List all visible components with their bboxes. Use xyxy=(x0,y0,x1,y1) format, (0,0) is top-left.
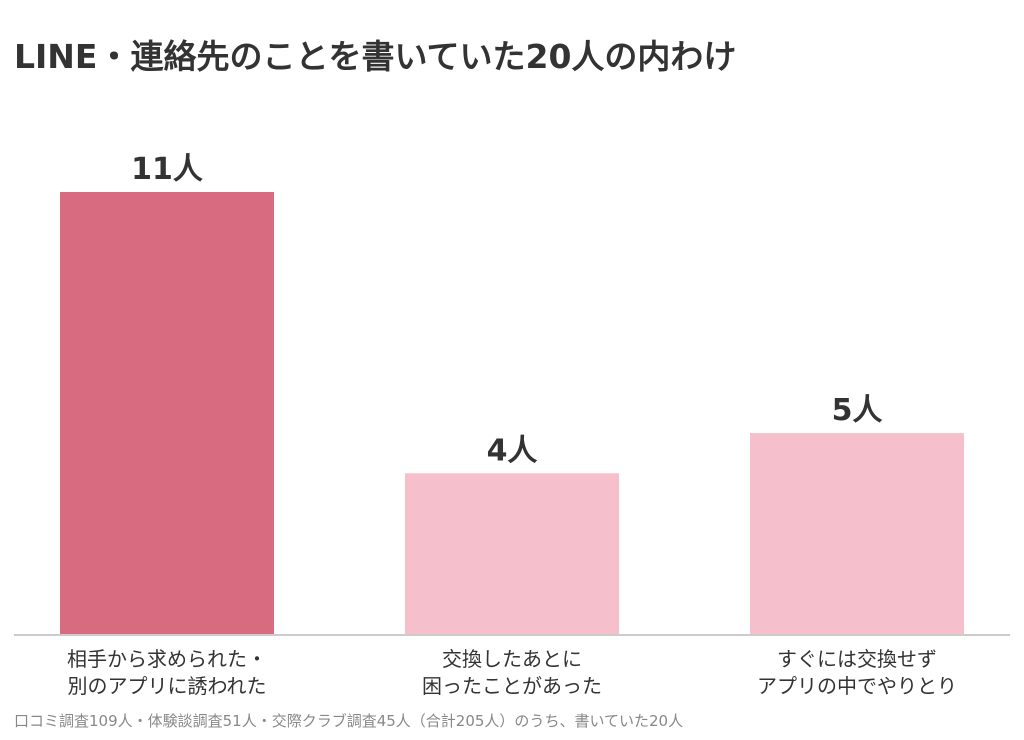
category-label-2-line-1: 交換したあとに xyxy=(442,647,582,671)
bar-3 xyxy=(750,433,964,634)
chart-footnote: 口コミ調査109人・体験談調査51人・交際クラブ調査45人（合計205人）のうち… xyxy=(14,712,684,730)
value-label-3: 5人 xyxy=(832,393,883,428)
category-label-3-line-2: アプリの中でやりとり xyxy=(757,674,957,698)
bar-2 xyxy=(405,473,619,634)
category-label-1: 相手から求められた・別のアプリに誘われた xyxy=(67,647,267,698)
chart-title: LINE・連絡先のことを書いていた20人の内わけ xyxy=(14,37,737,76)
bar-1 xyxy=(60,192,274,634)
category-label-1-line-2: 別のアプリに誘われた xyxy=(68,674,267,698)
category-label-3: すぐには交換せずアプリの中でやりとり xyxy=(757,647,957,698)
category-label-2: 交換したあとに困ったことがあった xyxy=(422,647,602,698)
category-label-3-line-1: すぐには交換せず xyxy=(777,647,937,671)
category-label-1-line-1: 相手から求められた・ xyxy=(67,647,267,671)
value-label-2: 4人 xyxy=(487,433,538,468)
category-label-2-line-2: 困ったことがあった xyxy=(422,674,602,698)
value-label-1: 11人 xyxy=(131,152,203,187)
